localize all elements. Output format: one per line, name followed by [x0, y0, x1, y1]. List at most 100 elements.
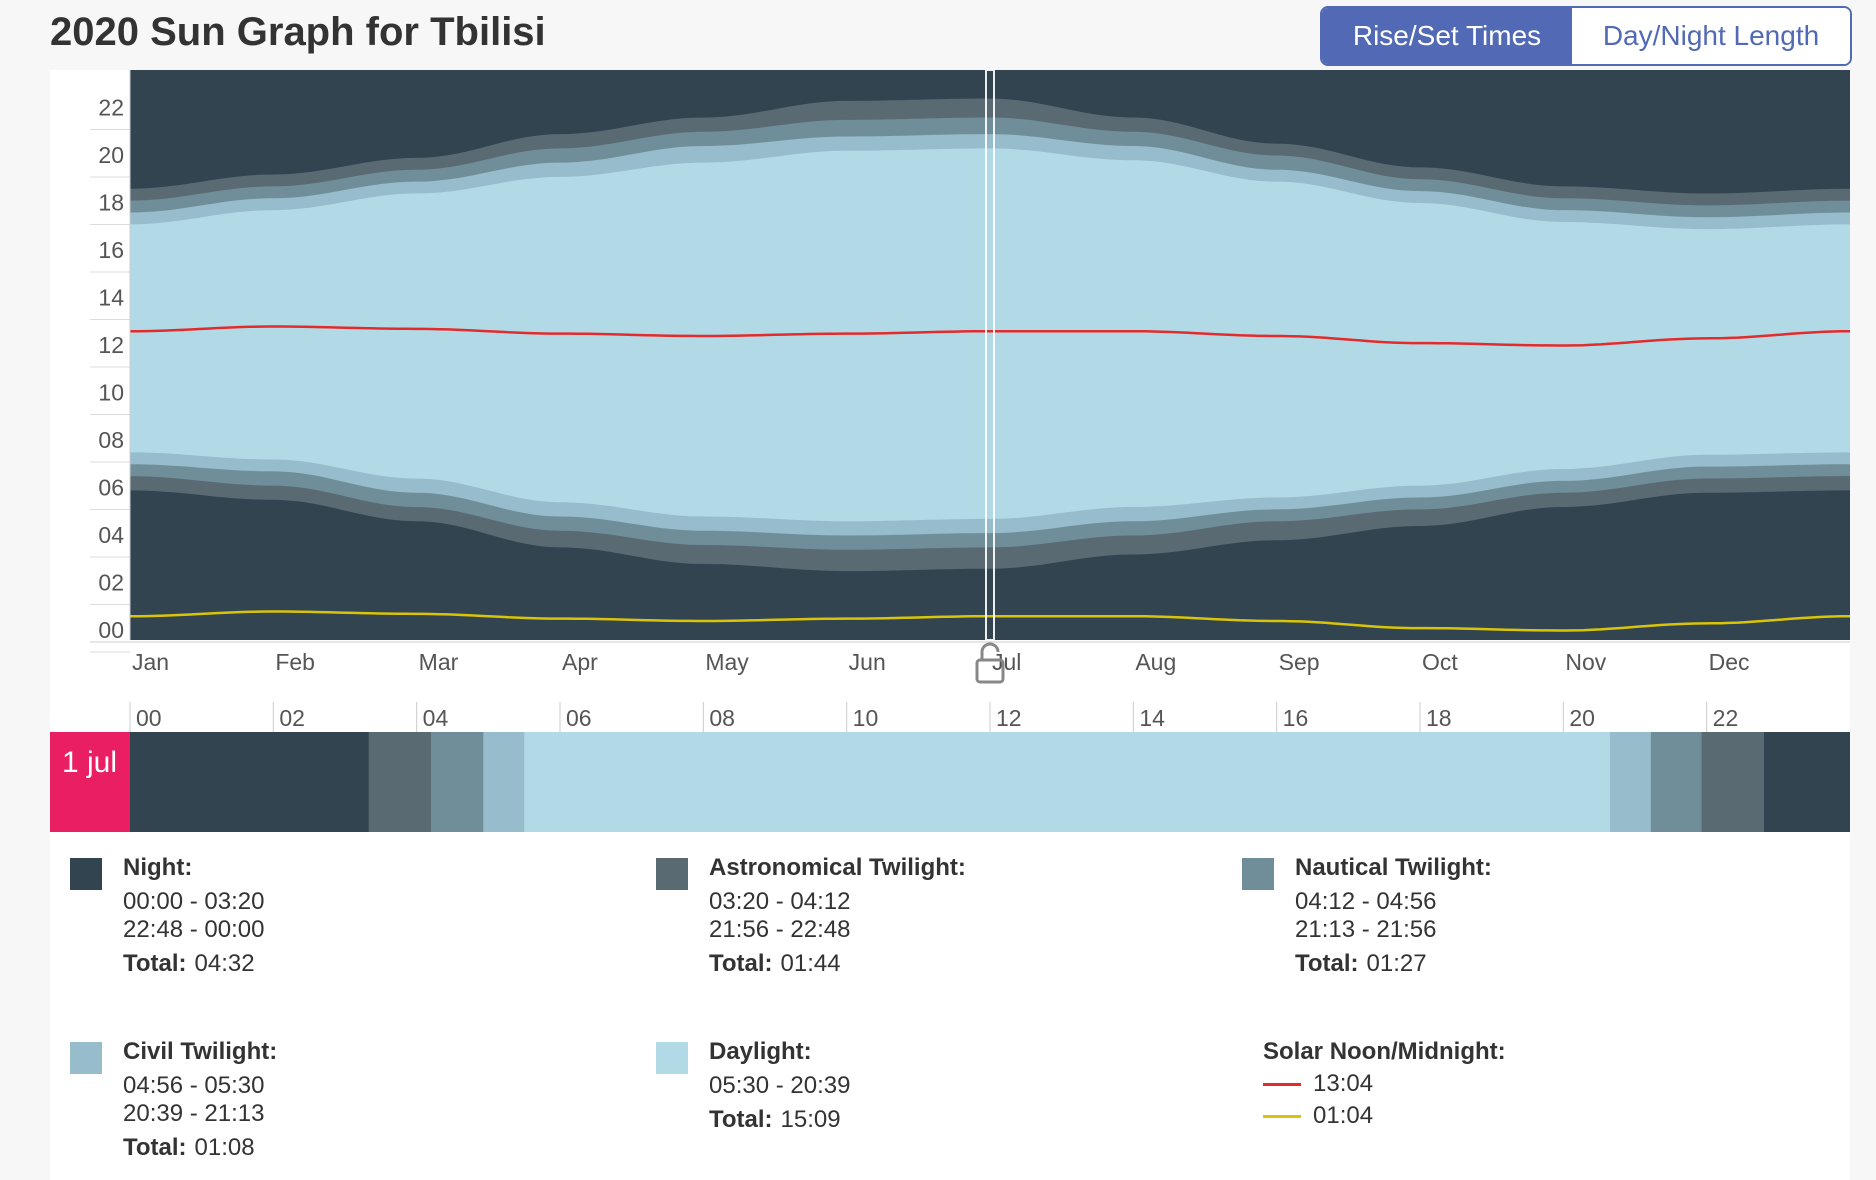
legend-nautical: Nautical Twilight: 04:12 - 04:56 21:13 -… — [1295, 854, 1492, 978]
daylight-total-label: Total: — [709, 1106, 773, 1133]
selected-date-badge: 1 jul — [50, 732, 130, 832]
daylight-area — [130, 148, 1850, 522]
daylight-swatch — [656, 1042, 688, 1074]
night-swatch — [70, 858, 102, 890]
month-label: Sep — [1279, 649, 1320, 675]
day-segment-night — [1764, 732, 1850, 832]
civil-range-1: 04:56 - 05:30 — [123, 1072, 265, 1099]
y-tick-label: 20 — [98, 142, 124, 168]
y-tick-label: 12 — [98, 332, 124, 358]
astronomical-range-1: 03:20 - 04:12 — [709, 888, 851, 915]
civil-range-2: 20:39 - 21:13 — [123, 1100, 265, 1127]
lock-icon[interactable] — [975, 642, 1005, 684]
night-range-1: 00:00 - 03:20 — [123, 888, 265, 915]
month-label: Mar — [419, 649, 459, 675]
month-label: Nov — [1565, 649, 1606, 675]
solar-noon-row: 13:04 — [1263, 1070, 1506, 1098]
hour-label: 02 — [279, 705, 305, 731]
nautical-total-label: Total: — [1295, 950, 1359, 977]
lock-shackle — [980, 642, 1000, 660]
night-total-value: 04:32 — [194, 950, 255, 977]
legend-daylight: Daylight: 05:30 - 20:39 Total: 15:09 — [709, 1038, 850, 1134]
y-tick-label: 22 — [98, 95, 124, 121]
y-tick-label: 04 — [98, 522, 124, 548]
night-title: Night: — [123, 854, 193, 881]
astronomical-title: Astronomical Twilight: — [709, 854, 966, 881]
month-label: Aug — [1135, 649, 1176, 675]
solar-noon-value: 13:04 — [1313, 1070, 1374, 1097]
day-segment-night — [130, 732, 370, 832]
month-label: Jun — [849, 649, 886, 675]
civil-swatch — [70, 1042, 102, 1074]
nautical-swatch — [1242, 858, 1274, 890]
hour-label: 06 — [566, 705, 592, 731]
nautical-range-2: 21:13 - 21:56 — [1295, 916, 1437, 943]
hour-label: 14 — [1139, 705, 1165, 731]
month-label: May — [705, 649, 749, 675]
day-night-length-button[interactable]: Day/Night Length — [1572, 8, 1850, 64]
night-range-2: 22:48 - 00:00 — [123, 916, 265, 943]
month-label: Jan — [132, 649, 169, 675]
chart-panel: 00 02 04 06 08 10 12 14 16 18 20 22 Jan Feb Mar Apr May J… — [50, 70, 1850, 1180]
legend-astronomical: Astronomical Twilight: 03:20 - 04:12 21:… — [709, 854, 966, 978]
civil-title: Civil Twilight: — [123, 1038, 278, 1065]
noon-line-sample — [1263, 1083, 1301, 1087]
solar-midnight-value: 01:04 — [1313, 1102, 1374, 1129]
month-label: Oct — [1422, 649, 1458, 675]
civil-total-label: Total: — [123, 1134, 187, 1161]
view-toggle: Rise/Set Times Day/Night Length — [1320, 6, 1852, 66]
page-title: 2020 Sun Graph for Tbilisi — [50, 10, 546, 54]
hour-label: 12 — [996, 705, 1022, 731]
night-total: Total: 04:32 — [123, 950, 264, 978]
nautical-title: Nautical Twilight: — [1295, 854, 1492, 881]
legend-solar: Solar Noon/Midnight: 13:04 01:04 — [1263, 1038, 1506, 1130]
civil-total-value: 01:08 — [194, 1134, 255, 1161]
daylight-title: Daylight: — [709, 1038, 812, 1065]
nautical-total: Total: 01:27 — [1295, 950, 1492, 978]
nautical-range-1: 04:12 - 04:56 — [1295, 888, 1437, 915]
y-tick-label: 06 — [98, 475, 124, 501]
date-cursor — [985, 70, 995, 641]
day-segment-civil — [1609, 732, 1652, 832]
sun-chart[interactable]: 00 02 04 06 08 10 12 14 16 18 20 22 Jan Feb Mar Apr May J… — [50, 70, 1850, 732]
y-tick-label: 14 — [98, 285, 124, 311]
hour-label: 22 — [1713, 705, 1739, 731]
hour-label: 04 — [423, 705, 449, 731]
astronomical-swatch — [656, 858, 688, 890]
y-tick-label: 02 — [98, 570, 124, 596]
astronomical-total: Total: 01:44 — [709, 950, 966, 978]
night-total-label: Total: — [123, 950, 187, 977]
astronomical-total-label: Total: — [709, 950, 773, 977]
rise-set-times-button[interactable]: Rise/Set Times — [1322, 8, 1572, 64]
day-segments — [130, 732, 1850, 832]
y-tick-label: 16 — [98, 237, 124, 263]
month-label: Jul — [992, 649, 1021, 675]
day-segment-nautical — [1650, 732, 1703, 832]
midnight-line-sample — [1263, 1115, 1301, 1119]
y-tick-label: 08 — [98, 427, 124, 453]
lock-body — [975, 658, 1005, 684]
daylight-total-value: 15:09 — [780, 1106, 841, 1133]
day-segment-nautical — [431, 732, 484, 832]
month-label: Feb — [275, 649, 315, 675]
astronomical-total-value: 01:44 — [780, 950, 841, 977]
selected-day-bar: 1 jul — [50, 732, 1850, 832]
daylight-range-1: 05:30 - 20:39 — [709, 1072, 851, 1099]
daylight-total: Total: 15:09 — [709, 1106, 850, 1134]
legend-civil: Civil Twilight: 04:56 - 05:30 20:39 - 21… — [123, 1038, 277, 1162]
solar-midnight-row: 01:04 — [1263, 1102, 1506, 1130]
hour-label: 20 — [1569, 705, 1595, 731]
hour-label: 10 — [853, 705, 879, 731]
hour-label: 00 — [136, 705, 162, 731]
legend-night: Night: 00:00 - 03:20 22:48 - 00:00 Total… — [123, 854, 264, 978]
hour-label: 08 — [709, 705, 735, 731]
day-segment-astronomical — [368, 732, 432, 832]
solar-noon-line — [129, 325, 1850, 347]
civil-total: Total: 01:08 — [123, 1134, 277, 1162]
day-segment-astronomical — [1701, 732, 1765, 832]
solar-title: Solar Noon/Midnight: — [1263, 1038, 1506, 1065]
nautical-total-value: 01:27 — [1366, 950, 1427, 977]
astronomical-range-2: 21:56 - 22:48 — [709, 916, 851, 943]
month-label: Apr — [562, 649, 598, 675]
